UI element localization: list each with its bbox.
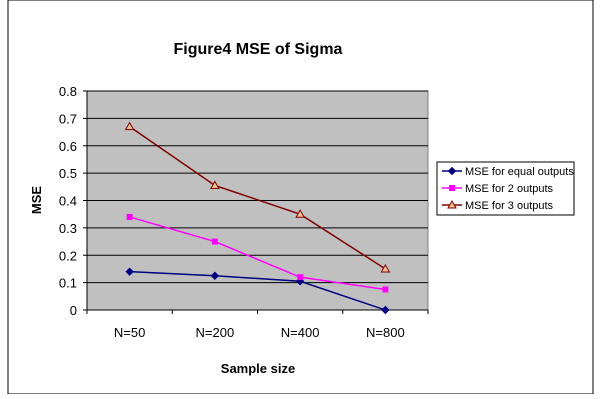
chart-title: Figure4 MSE of Sigma — [174, 41, 343, 58]
legend-label: MSE for equal outputs — [465, 166, 574, 178]
legend-swatch-marker — [449, 185, 455, 191]
legend-entry: MSE for equal outputs — [442, 166, 574, 178]
y-tick-label: 0.1 — [59, 276, 77, 291]
series-line — [129, 125, 386, 270]
gridlines — [87, 90, 428, 284]
data-point — [210, 180, 220, 189]
data-point — [381, 305, 390, 315]
data-point — [210, 271, 220, 280]
legend-label: MSE for 2 outputs — [465, 183, 554, 195]
legend-label: MSE for 3 outputs — [465, 200, 554, 212]
y-tick-label: 0.4 — [59, 194, 77, 209]
data-point — [382, 286, 389, 293]
legend-entry: MSE for 3 outputs — [442, 199, 554, 212]
y-tick-label: 0.6 — [59, 139, 77, 154]
y-tick-label: 0.7 — [59, 111, 77, 126]
y-tick-label: 0.2 — [59, 248, 77, 263]
data-point — [297, 274, 304, 281]
legend-entry: MSE for 2 outputs — [442, 183, 554, 195]
data-point — [295, 209, 305, 218]
y-tick-label: 0.5 — [59, 166, 77, 181]
y-tick-label: 0 — [70, 303, 77, 318]
series-layer — [124, 121, 391, 315]
data-point — [211, 238, 218, 245]
series-line — [129, 270, 386, 311]
x-tick-label: N=50 — [114, 325, 145, 340]
series-3 — [124, 121, 391, 273]
legend: MSE for equal outputs MSE for 2 outputs MS… — [436, 161, 575, 216]
x-tick-label: N=200 — [196, 325, 235, 340]
legend-swatch-marker — [447, 166, 457, 176]
x-axis-title: Sample size — [221, 361, 295, 376]
data-point — [124, 121, 135, 131]
legend-swatch-marker — [447, 199, 457, 209]
x-tick-label: N=400 — [281, 325, 320, 340]
axes: 0 0.1 0.2 0.3 0.4 0.5 0.6 0.7 0.8 N=50 N=200 N=400 N… — [59, 84, 429, 340]
data-point — [126, 213, 133, 220]
y-tick-label: 0.8 — [59, 84, 77, 99]
series-line — [129, 216, 386, 291]
y-tick-label: 0.3 — [59, 221, 77, 236]
y-axis-title: MSE — [29, 186, 44, 215]
data-point — [380, 263, 391, 273]
data-point — [125, 267, 134, 276]
x-tick-label: N=800 — [366, 325, 405, 340]
series-2 — [126, 213, 389, 293]
